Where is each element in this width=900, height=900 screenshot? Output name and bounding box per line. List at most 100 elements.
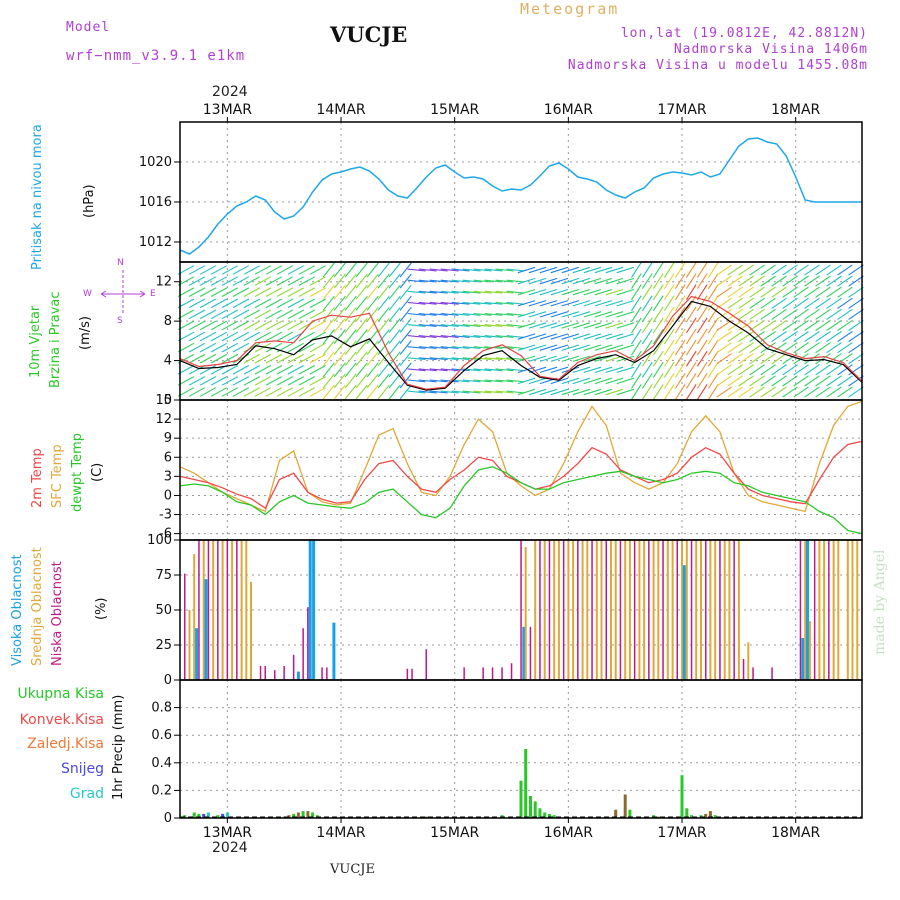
wind-arrow [232,276,250,286]
bottom-day-label: 15MAR [430,825,479,841]
wind-arrow [188,342,206,353]
model-label: Model [66,20,111,35]
wind-arrow [407,379,426,383]
wind-arrow [429,301,448,305]
wind-arrow [572,288,591,296]
cloud-bar-mid [245,540,248,680]
wind-arrow [663,306,675,323]
wind-arrow [388,262,401,278]
wind-arrow [749,319,765,331]
wind-arrow [322,351,335,367]
cloud-bar-low [539,540,541,680]
wind-arrow [782,286,798,298]
wind-arrow [462,301,481,305]
wind-arrow [749,386,765,398]
wind-arrow [462,346,481,350]
cloud-bar-mid [695,540,698,680]
cloud-bar-low [463,667,465,680]
wind-arrow [583,388,602,396]
wind-arrow [344,318,357,333]
y-tick-label: 8 [164,314,172,329]
wind-arrow [243,353,261,364]
wind-arrow [473,390,492,394]
wind-arrow [716,308,732,320]
wind-arrow [616,333,635,340]
cloud-bar-mid [524,547,527,680]
wind-arrow [815,331,831,343]
wind-arrow [594,366,613,374]
y-tick-label: 9 [164,431,172,446]
wind-arrow [594,333,613,340]
wind-arrow [298,376,315,386]
wind-arrow [199,309,217,320]
wind-arrow [322,362,335,378]
wind-arrow [210,276,228,286]
altitude: Nadmorska Visina 1406m [673,42,868,57]
wind-arrow [837,375,853,387]
wind-arrow [616,344,635,351]
wind-arrow [561,377,580,385]
wind-arrow [641,262,653,278]
wind-arrow [583,266,602,274]
cloud-bar-mid [581,540,584,680]
wind-arrow [605,311,624,318]
wind-arrow [674,339,686,356]
precip-bar-frz [708,811,712,818]
cloud-bar-low [705,540,707,680]
wind-arrow [583,288,602,296]
precip-bar-total [552,815,556,818]
panel-frame [179,121,863,263]
cloud-bar-low [292,654,295,680]
wind-arrow [232,309,250,320]
wind-arrow [771,319,787,331]
wind-arrow [276,298,294,309]
wind-arrow [418,379,437,383]
precip-bar-frz [296,812,300,818]
wind-arrow [232,365,250,375]
cloud-bar-mid [714,540,717,680]
wind-arrow [605,366,624,374]
wind-arrow [663,295,675,312]
wind-arrow [663,339,675,356]
precip-bar-total [547,813,551,818]
model-name: wrf−nmm_v3.9.1 e1km [66,48,246,64]
wind-arrow [793,297,809,309]
wind-arrow [243,309,261,320]
wind-arrow [572,277,591,285]
precip-bar-hail [225,812,229,818]
wind-arrow [418,368,437,372]
wind-arrow [407,279,426,283]
cloud-bar-mid [652,540,655,680]
wind-arrow [243,342,261,353]
wind-arrow [572,333,591,340]
wind-arrow [429,379,448,383]
wind-arrow [333,295,346,311]
wind-arrow [451,290,470,294]
wind-arrow [254,331,272,342]
wind-arrow [429,368,448,372]
wind-arrow [641,361,653,378]
wind-arrow [572,344,591,351]
cloud-bar-low [264,666,266,680]
wind-arrow [355,262,368,278]
cloud-bar-low [207,540,210,680]
precip-bar-total [538,808,542,818]
wind-arrow [333,384,346,400]
wind-arrow [727,386,743,398]
y-tick-label: 15 [155,393,172,408]
wind-arrow [473,268,492,272]
wind-arrow [495,290,514,294]
wind-arrow [583,300,602,307]
wind-arrow [631,328,642,345]
cloud-bar-mid [804,540,807,680]
wind-arrow [407,368,426,372]
compass-n: N [117,258,124,268]
wind-arrow [782,264,798,276]
cloud-bar-mid [728,540,731,680]
wind-arrow [429,390,448,394]
wind-arrow [716,364,732,376]
wind-arrow [287,353,304,364]
wind-arrow [572,355,591,362]
top-year: 2024 [212,84,248,100]
cloud-bar-mid [567,540,570,680]
